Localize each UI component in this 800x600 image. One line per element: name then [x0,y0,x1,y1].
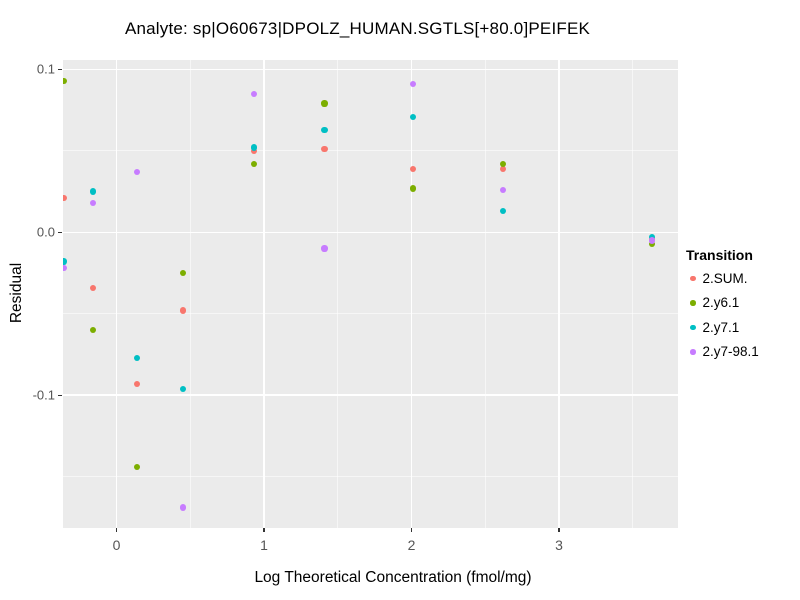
data-point [648,234,656,241]
data-point [250,160,257,168]
gridline-minor-horizontal [63,150,678,152]
legend-title: Transition [686,247,753,263]
legend-items: 2.SUM. 2.y6.1 2.y7.1 2.y7-98.1 [686,266,759,364]
data-point [179,385,187,392]
data-point [89,199,97,207]
gridline-major-vertical [115,60,118,528]
gridline-minor-vertical [484,60,486,528]
data-point [409,165,417,173]
y-axis-tick-mark [58,394,62,396]
legend-item: 2.SUM. [686,266,759,291]
data-point [321,126,328,133]
data-point [321,100,328,107]
legend-key-dot-icon [690,324,696,330]
data-point [133,463,141,471]
legend-item: 2.y6.1 [686,291,759,316]
gridline-minor-horizontal [63,313,678,315]
data-point [63,258,67,265]
y-axis-title: Residual [8,262,25,324]
data-point [409,80,417,88]
gridline-minor-vertical [189,60,191,528]
gridline-major-horizontal [63,394,678,397]
y-tick-label: -0.1 [32,387,55,403]
y-axis-tick-mark [58,231,62,234]
legend-key-dot-icon [690,349,696,355]
y-axis-tick-mark [58,68,62,71]
legend-key-dot-icon [690,300,696,306]
data-point [250,90,257,98]
data-point [89,284,97,291]
data-point [63,194,67,202]
x-tick-label: 1 [260,537,268,553]
legend-key-dot-icon [690,275,696,281]
gridline-major-vertical [558,60,560,528]
gridline-major-horizontal [63,68,678,71]
gridline-major-vertical [410,60,413,528]
x-axis-tick-mark [115,528,118,532]
gridline-major-horizontal [63,231,678,234]
x-tick-label: 2 [407,537,416,553]
legend-item-label: 2.y7-98.1 [702,344,759,360]
data-point [321,245,328,252]
data-point [179,307,187,314]
plot-panel [63,60,678,528]
data-point [250,144,257,151]
legend-item-label: 2.y6.1 [702,295,740,311]
x-tick-label: 3 [555,537,563,553]
x-axis-tick-mark [263,528,265,532]
y-tick-label: 0.1 [36,61,55,77]
data-point [499,160,507,168]
gridline-minor-vertical [632,60,634,528]
data-point [133,354,141,361]
gridline-minor-horizontal [63,476,678,478]
data-point [179,269,187,277]
x-tick-label: 0 [112,537,121,553]
data-point [409,185,417,192]
gridline-minor-vertical [337,60,339,528]
y-tick-label: 0.0 [36,224,55,240]
chart-title: Analyte: sp|O60673|DPOLZ_HUMAN.SGTLS[+80… [124,19,591,38]
data-point [250,147,257,155]
legend-item-label: 2.y7.1 [702,319,740,335]
legend-item: 2.y7.1 [686,315,759,340]
legend: Transition 2.SUM. 2.y6.1 2.y7.1 2.y7-98.1 [686,246,759,364]
data-point [63,264,67,272]
gridline-major-vertical [263,60,265,528]
legend-item-label: 2.SUM. [702,270,748,286]
data-point [409,113,417,120]
data-point [499,207,507,215]
data-point [648,240,656,247]
x-axis-tick-mark [558,528,560,532]
data-point [133,168,141,176]
data-point [179,504,187,511]
data-point [89,326,97,334]
x-axis-tick-mark [410,528,413,532]
data-point [133,380,141,388]
legend-item: 2.y7-98.1 [686,340,759,365]
data-point [499,165,507,173]
data-point [499,186,507,194]
data-point [648,237,656,244]
data-point [321,146,328,153]
data-point [63,77,67,85]
data-point [89,188,97,195]
x-axis-title: Log Theoretical Concentration (fmol/mg) [254,569,532,586]
